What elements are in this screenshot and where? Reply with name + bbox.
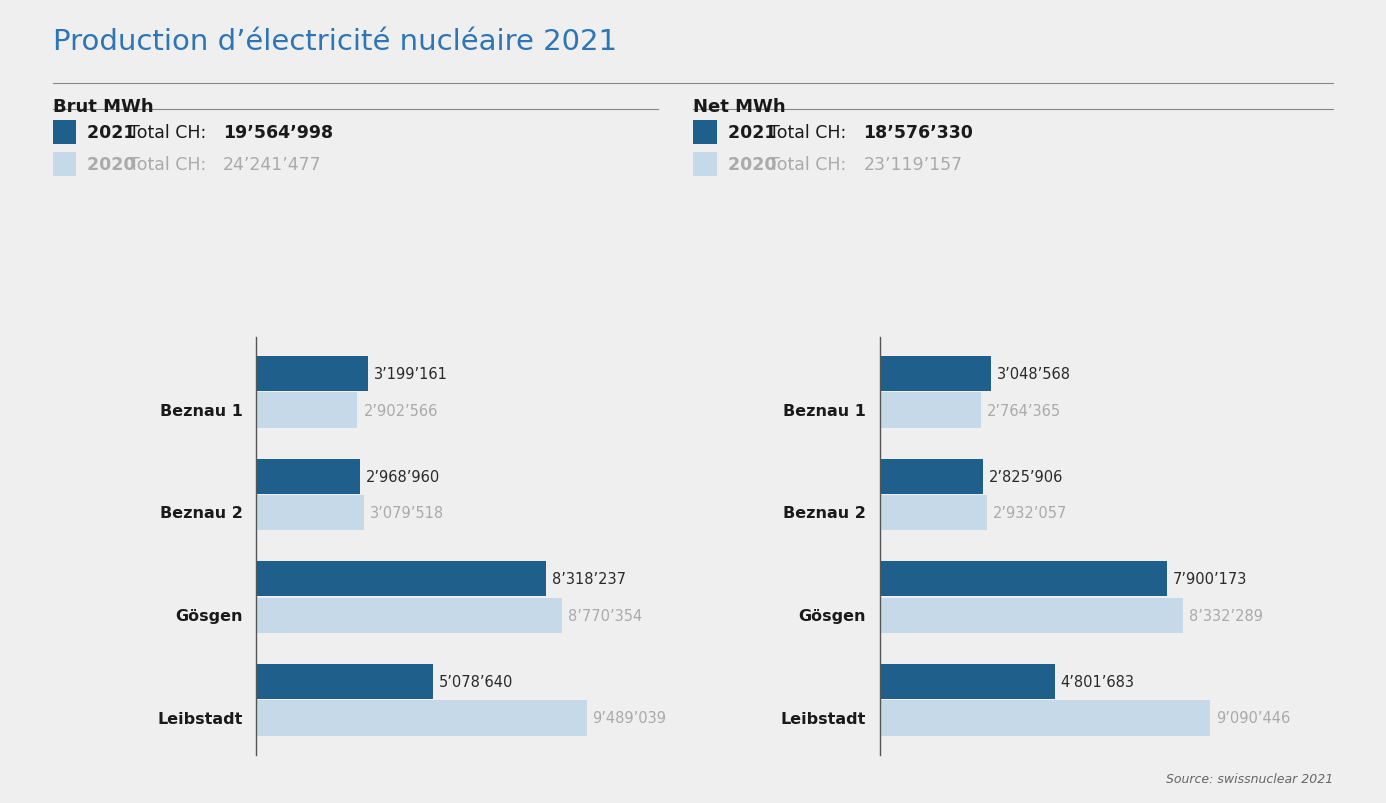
Text: Production d’électricité nucléaire 2021: Production d’électricité nucléaire 2021 [53,28,617,56]
Bar [880,700,1210,736]
Bar [256,561,546,597]
Text: 19’564’998: 19’564’998 [223,124,333,141]
Text: 3’079’518: 3’079’518 [370,506,444,520]
Text: 2’902’566: 2’902’566 [363,403,438,418]
Bar [256,393,358,428]
Text: Total CH:: Total CH: [129,124,212,141]
Text: 2’764’365: 2’764’365 [987,403,1060,418]
Text: 2020: 2020 [87,156,141,173]
Text: 3’048’568: 3’048’568 [997,367,1071,381]
Text: 8’332’289: 8’332’289 [1189,608,1263,623]
Text: Net MWh: Net MWh [693,98,786,116]
Text: Source: swissnuclear 2021: Source: swissnuclear 2021 [1166,772,1333,785]
Text: 8’318’237: 8’318’237 [552,572,626,586]
Text: 18’576’330: 18’576’330 [863,124,973,141]
Bar [880,393,980,428]
Text: 2’968’960: 2’968’960 [366,469,439,484]
Bar [256,459,360,494]
Bar [256,598,561,633]
Text: Total CH:: Total CH: [769,156,852,173]
Bar [256,495,363,531]
Bar [880,561,1167,597]
Bar [880,357,991,392]
Text: 2’932’057: 2’932’057 [992,506,1067,520]
Bar [880,664,1055,699]
Bar [256,357,367,392]
Text: 8’770’354: 8’770’354 [568,608,642,623]
Bar [880,598,1182,633]
Text: Brut MWh: Brut MWh [53,98,154,116]
Text: 2020: 2020 [728,156,782,173]
Bar [256,664,434,699]
Text: 9’090’446: 9’090’446 [1217,711,1290,725]
Text: 4’801’683: 4’801’683 [1060,674,1135,689]
Text: 2’825’906: 2’825’906 [988,469,1063,484]
Text: 2021: 2021 [728,124,782,141]
Text: 7’900’173: 7’900’173 [1173,572,1247,586]
Text: 2021: 2021 [87,124,141,141]
Bar [880,495,987,531]
Text: 3’199’161: 3’199’161 [374,367,448,381]
Bar [256,700,586,736]
Text: 5’078’640: 5’078’640 [439,674,513,689]
Text: 24’241’477: 24’241’477 [223,156,322,173]
Text: Total CH:: Total CH: [769,124,852,141]
Text: 9’489’039: 9’489’039 [593,711,667,725]
Text: 23’119’157: 23’119’157 [863,156,963,173]
Bar [880,459,983,494]
Text: Total CH:: Total CH: [129,156,212,173]
